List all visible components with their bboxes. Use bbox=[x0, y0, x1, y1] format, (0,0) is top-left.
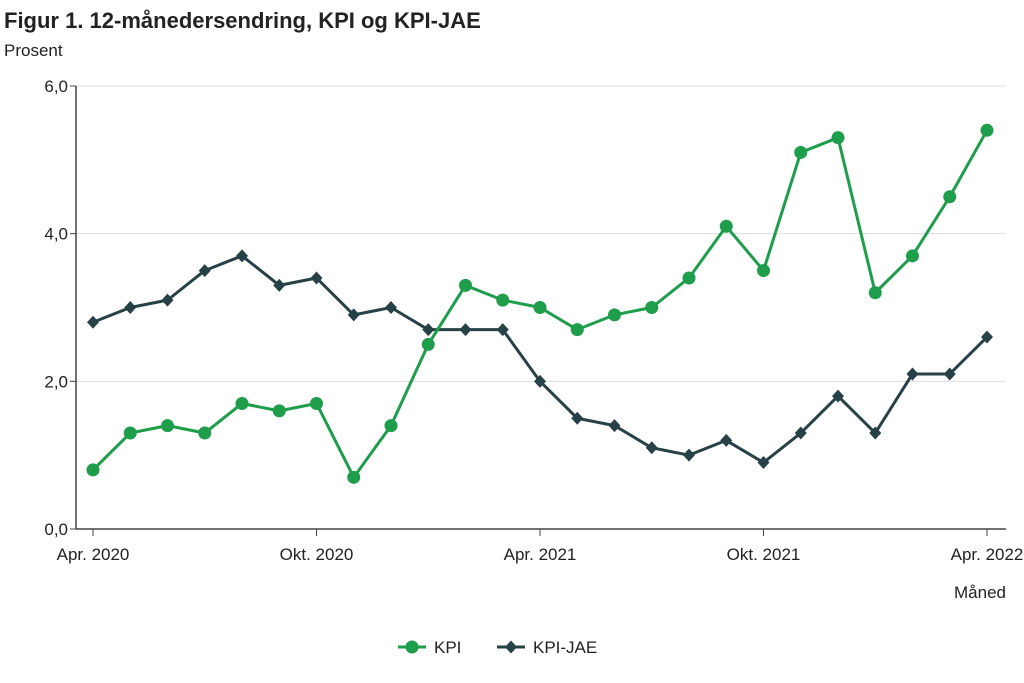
data-point bbox=[236, 249, 248, 263]
data-point bbox=[571, 411, 584, 425]
x-axis-label: Måned bbox=[954, 583, 1006, 602]
data-point bbox=[87, 315, 99, 329]
series-kpi-jae bbox=[87, 249, 993, 470]
data-point bbox=[347, 308, 360, 322]
data-point bbox=[198, 264, 211, 278]
legend-item-kpi-jae: KPI-JAE bbox=[497, 638, 597, 657]
data-point bbox=[198, 426, 212, 440]
data-point bbox=[794, 145, 808, 159]
data-point bbox=[505, 640, 517, 654]
x-tick-label: Okt. 2020 bbox=[280, 545, 354, 564]
data-point bbox=[384, 419, 398, 433]
x-tick-label: Apr. 2021 bbox=[504, 545, 577, 564]
legend-item-kpi: KPI bbox=[398, 638, 461, 657]
data-point bbox=[757, 264, 770, 278]
data-point bbox=[757, 456, 770, 470]
data-point bbox=[645, 301, 659, 314]
data-point bbox=[608, 308, 621, 322]
data-point bbox=[720, 433, 733, 447]
data-point bbox=[272, 404, 286, 418]
data-point bbox=[981, 330, 993, 344]
series-kpi bbox=[86, 123, 994, 484]
data-point bbox=[161, 293, 174, 307]
data-point bbox=[86, 463, 100, 477]
data-point bbox=[719, 219, 733, 233]
data-point bbox=[645, 441, 658, 455]
data-point bbox=[906, 249, 919, 263]
legend-label: KPI-JAE bbox=[533, 638, 597, 657]
data-point bbox=[533, 301, 547, 314]
data-point bbox=[906, 367, 919, 381]
series-line bbox=[92, 254, 989, 465]
data-point bbox=[161, 419, 174, 433]
data-point bbox=[980, 123, 994, 137]
x-tick-label: Apr. 2020 bbox=[57, 545, 130, 564]
x-tick-label: Okt. 2021 bbox=[727, 545, 801, 564]
y-tick-label: 2,0 bbox=[44, 372, 68, 391]
data-point bbox=[347, 470, 361, 484]
y-tick-label: 0,0 bbox=[44, 520, 68, 539]
x-tick-label: Apr. 2022 bbox=[951, 545, 1024, 564]
data-point bbox=[868, 286, 882, 300]
data-point bbox=[570, 323, 584, 337]
legend-label: KPI bbox=[434, 638, 461, 657]
data-point bbox=[385, 301, 397, 314]
chart-title: Figur 1. 12-månedersendring, KPI og KPI-… bbox=[4, 8, 481, 33]
data-point bbox=[831, 131, 845, 145]
data-point bbox=[496, 323, 509, 337]
data-point bbox=[869, 426, 882, 440]
y-tick-label: 6,0 bbox=[44, 77, 68, 96]
data-point bbox=[683, 448, 695, 462]
data-point bbox=[421, 337, 435, 351]
data-point bbox=[943, 190, 957, 204]
y-axis-label: Prosent bbox=[4, 41, 63, 60]
data-point bbox=[832, 389, 844, 403]
data-point bbox=[459, 323, 472, 337]
data-point bbox=[310, 271, 323, 285]
data-point bbox=[682, 271, 696, 285]
data-point bbox=[405, 640, 419, 654]
data-point bbox=[235, 396, 249, 410]
data-point bbox=[422, 323, 435, 337]
data-point bbox=[459, 278, 472, 292]
data-point bbox=[123, 426, 137, 440]
data-point bbox=[534, 374, 546, 388]
data-point bbox=[310, 396, 323, 410]
data-point bbox=[273, 278, 286, 292]
y-tick-label: 4,0 bbox=[44, 225, 68, 244]
data-point bbox=[124, 301, 137, 314]
data-point bbox=[943, 367, 956, 381]
data-point bbox=[496, 293, 510, 307]
data-point bbox=[608, 419, 621, 433]
data-point bbox=[794, 426, 807, 440]
